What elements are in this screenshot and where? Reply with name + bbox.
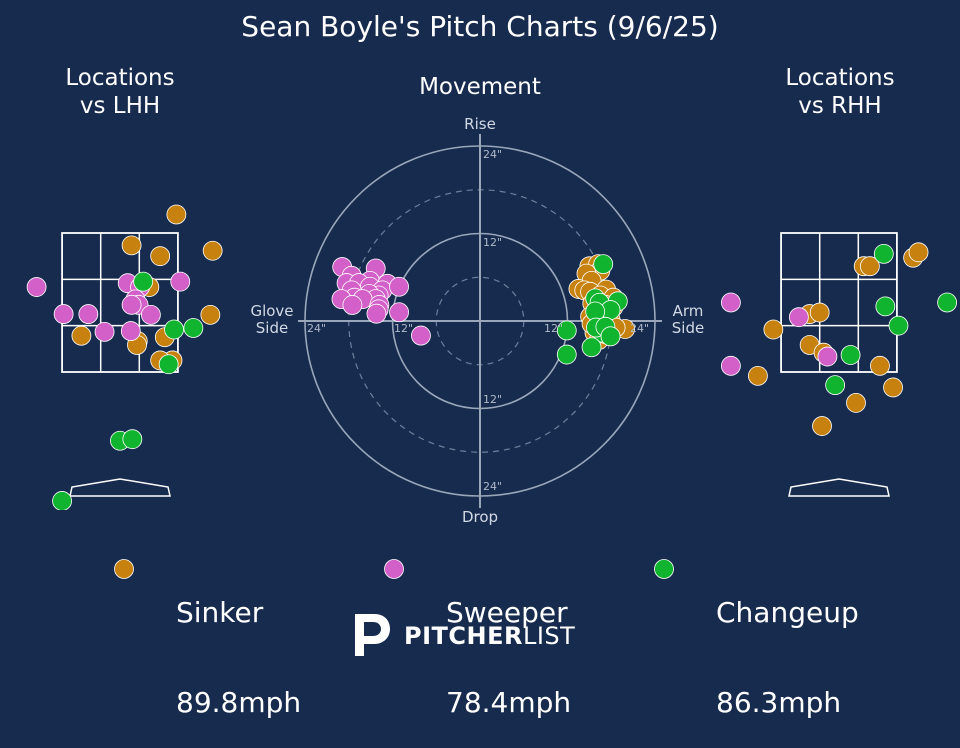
axis-label-rise: Rise: [464, 115, 496, 133]
pitch-point-sinker: [748, 365, 768, 386]
movement-point-changeup: [556, 320, 577, 341]
pitch-point-changeup: [873, 243, 894, 264]
pitch-charts: [26, 134, 958, 579]
pitch-point-changeup: [840, 345, 861, 365]
pitch-point-sinker: [908, 242, 929, 263]
legend-label-sinker: Sinker 89.8mph: [176, 538, 301, 748]
pitch-point-sweeper: [121, 294, 142, 315]
legend-pitch-velo: 86.3mph: [716, 686, 842, 719]
pitcherlist-logo: PITCHERLIST: [350, 610, 590, 660]
pitch-point-sinker: [202, 240, 223, 261]
legend-marker-changeup: [654, 559, 674, 579]
movement-panel: [298, 134, 662, 508]
movement-point-sweeper: [389, 302, 409, 323]
pitch-point-sweeper: [53, 304, 74, 324]
brand-light-text: LIST: [522, 622, 576, 650]
movement-point-changeup: [600, 326, 621, 347]
pitch-point-changeup: [164, 319, 184, 340]
pitch-point-changeup: [52, 491, 72, 510]
pitch-point-changeup: [183, 318, 204, 338]
ring-label-right-24: 24": [630, 322, 650, 335]
pitch-point-sinker: [71, 325, 92, 346]
pitch-point-sinker: [166, 204, 187, 225]
pitch-point-changeup: [122, 429, 143, 450]
movement-point-changeup: [581, 337, 602, 358]
pitch-point-changeup: [133, 271, 154, 292]
pitch-point-sinker: [859, 256, 880, 277]
pitch-point-sweeper: [720, 292, 741, 313]
pitch-point-sinker: [812, 416, 832, 436]
pitch-point-sinker: [121, 235, 142, 256]
movement-point-sweeper: [342, 295, 363, 315]
legend-pitch-name: Changeup: [716, 596, 859, 629]
lhh-panel-title: Locations vs LHH: [65, 65, 175, 119]
home-plate: [69, 478, 171, 497]
ring-label-left-24: 24": [307, 322, 327, 335]
ring-label-left-12: 12": [394, 322, 414, 335]
movement-point-sweeper: [389, 276, 409, 297]
strike-zone: [780, 232, 898, 373]
pitch-point-sweeper: [94, 321, 115, 342]
pitch-point-sinker: [763, 319, 784, 340]
legend-pitch-velo: 89.8mph: [176, 686, 302, 719]
pitch-point-sweeper: [170, 271, 191, 292]
pitch-point-changeup: [937, 292, 958, 313]
pitch-point-changeup: [158, 354, 179, 375]
pitch-point-sinker: [809, 302, 830, 323]
pitch-point-sinker: [883, 377, 903, 398]
movement-point-sweeper: [411, 325, 431, 346]
movement-panel-title: Movement: [419, 74, 541, 100]
strike-zone: [61, 232, 179, 373]
brand-bold-text: PITCHER: [404, 622, 523, 650]
legend-pitch-name: Sweeper: [446, 596, 568, 629]
ring-label-top-24: 24": [483, 148, 503, 161]
pitch-points: [720, 242, 958, 436]
pitch-point-sweeper: [720, 355, 741, 376]
rhh-panel-title: Locations vs RHH: [785, 65, 895, 119]
chart-title: Sean Boyle's Pitch Charts (9/6/25): [241, 10, 719, 43]
pitch-point-changeup: [875, 296, 896, 317]
pitch-point-sweeper: [78, 304, 99, 324]
pitch-point-sinker: [846, 392, 866, 413]
pitch-point-sweeper: [26, 277, 47, 297]
pitcherlist-wordmark: PITCHERLIST: [404, 622, 575, 650]
lhh-location-panel: [26, 204, 223, 510]
pitch-point-sweeper: [817, 346, 838, 367]
legend-markers: [114, 559, 674, 579]
pitch-point-sinker: [150, 246, 171, 267]
ring-label-top-12: 12": [483, 236, 503, 249]
legend-marker-sweeper: [384, 559, 404, 579]
pitch-point-changeup: [888, 315, 909, 336]
movement-point-changeup: [556, 344, 577, 365]
pitch-point-sweeper: [140, 304, 161, 325]
movement-point-sweeper: [366, 303, 387, 324]
pitch-points: [26, 204, 223, 510]
legend-pitch-name: Sinker: [176, 596, 264, 629]
ring-label-bottom-12: 12": [483, 393, 503, 406]
ring-label-bottom-24: 24": [483, 480, 503, 493]
legend-label-changeup: Changeup 86.3mph: [716, 538, 859, 748]
home-plate: [788, 478, 890, 497]
pitcherlist-p-icon: [355, 614, 390, 656]
pitch-point-changeup: [825, 375, 846, 396]
axis-label-glove-side: Glove Side: [250, 302, 294, 337]
pitch-point-sweeper: [788, 307, 809, 328]
legend-pitch-velo: 78.4mph: [446, 686, 572, 719]
ring-label-right-12: 12": [544, 322, 564, 335]
axis-label-arm-side: Arm Side: [671, 302, 705, 337]
axis-label-drop: Drop: [461, 508, 499, 526]
pitch-point-sinker: [200, 304, 221, 325]
legend-marker-sinker: [114, 559, 134, 579]
movement-point-changeup: [593, 254, 614, 275]
rhh-location-panel: [720, 232, 958, 497]
pitch-point-sinker: [870, 355, 890, 376]
pitch-point-sweeper: [120, 321, 141, 341]
